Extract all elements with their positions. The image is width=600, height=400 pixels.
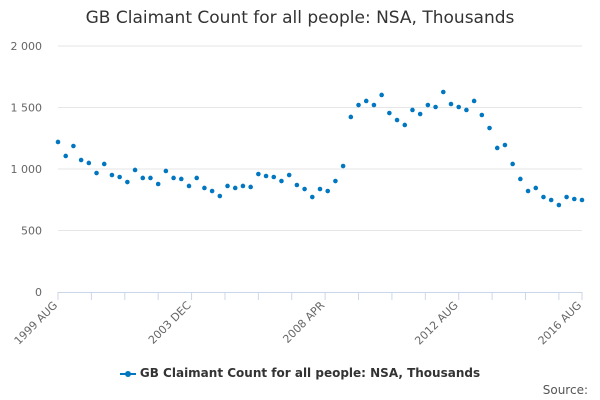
data-point xyxy=(440,89,446,95)
data-point xyxy=(286,172,292,178)
data-point xyxy=(202,185,207,191)
data-point xyxy=(548,197,554,203)
data-point xyxy=(55,139,61,145)
data-point xyxy=(571,196,577,202)
y-tick-label: 1 500 xyxy=(11,102,43,115)
data-point xyxy=(302,186,307,192)
data-point xyxy=(186,183,192,189)
legend-label: GB Claimant Count for all people: NSA, T… xyxy=(139,366,481,380)
data-point xyxy=(525,188,531,194)
x-tick-label: 2016 AUG xyxy=(536,299,585,348)
data-point xyxy=(209,188,215,194)
data-point xyxy=(410,107,415,113)
data-point xyxy=(487,125,492,131)
data-point xyxy=(579,197,585,203)
data-point xyxy=(178,176,184,182)
data-point xyxy=(101,161,107,167)
data-point xyxy=(163,168,169,174)
data-point xyxy=(348,114,354,120)
data-point xyxy=(456,104,462,110)
x-tick-label: 2008 APR xyxy=(280,299,327,346)
data-point xyxy=(387,110,392,116)
legend[interactable]: GB Claimant Count for all people: NSA, T… xyxy=(0,366,600,380)
data-point xyxy=(248,184,253,190)
x-tick-label: 2003 DEC xyxy=(146,299,194,347)
legend-marker-icon xyxy=(119,370,136,377)
data-point xyxy=(333,178,338,184)
data-point xyxy=(317,186,323,192)
data-point xyxy=(194,175,200,181)
data-point xyxy=(117,174,122,180)
data-point xyxy=(471,98,477,104)
x-tick-label: 1999 AUG xyxy=(12,299,61,348)
data-point xyxy=(309,194,315,200)
data-point xyxy=(232,185,238,191)
data-point xyxy=(86,160,92,166)
data-point xyxy=(279,178,284,184)
data-point xyxy=(556,202,562,208)
data-point xyxy=(125,179,130,185)
x-tick-label: 2012 AUG xyxy=(412,299,461,348)
data-point xyxy=(402,122,408,128)
data-point xyxy=(502,142,508,148)
data-point xyxy=(394,117,400,123)
data-point xyxy=(240,183,246,189)
data-point xyxy=(225,183,230,189)
data-point xyxy=(294,182,300,188)
data-point xyxy=(371,102,377,108)
data-point xyxy=(433,104,438,110)
data-point xyxy=(464,107,469,113)
data-point xyxy=(256,171,261,177)
data-point xyxy=(541,194,546,200)
y-tick-label: 0 xyxy=(35,286,42,299)
data-point xyxy=(325,188,331,194)
data-point xyxy=(148,175,153,181)
data-point xyxy=(564,194,569,200)
data-point xyxy=(171,175,176,181)
data-point xyxy=(425,102,431,108)
data-point xyxy=(363,98,369,104)
data-point xyxy=(494,145,500,151)
data-point xyxy=(479,112,485,118)
chart-title: GB Claimant Count for all people: NSA, T… xyxy=(85,8,515,28)
source-label: Source: xyxy=(542,383,588,397)
data-point xyxy=(533,185,539,191)
data-point xyxy=(140,175,146,181)
data-point xyxy=(518,176,523,182)
data-point xyxy=(71,143,76,149)
data-point xyxy=(63,153,69,159)
data-point xyxy=(271,174,277,180)
data-point xyxy=(217,193,223,199)
data-point xyxy=(417,111,423,117)
data-point xyxy=(132,167,138,173)
data-point xyxy=(379,92,384,98)
data-point xyxy=(448,101,454,107)
data-point xyxy=(94,170,99,176)
data-point xyxy=(263,173,269,179)
y-tick-label: 2 000 xyxy=(11,40,43,53)
data-point xyxy=(510,161,515,167)
data-point xyxy=(155,181,161,187)
data-point xyxy=(340,163,346,169)
data-point xyxy=(356,102,361,108)
data-point xyxy=(78,157,84,163)
y-tick-label: 500 xyxy=(21,225,42,238)
data-point xyxy=(109,172,115,178)
y-tick-label: 1 000 xyxy=(11,163,43,176)
